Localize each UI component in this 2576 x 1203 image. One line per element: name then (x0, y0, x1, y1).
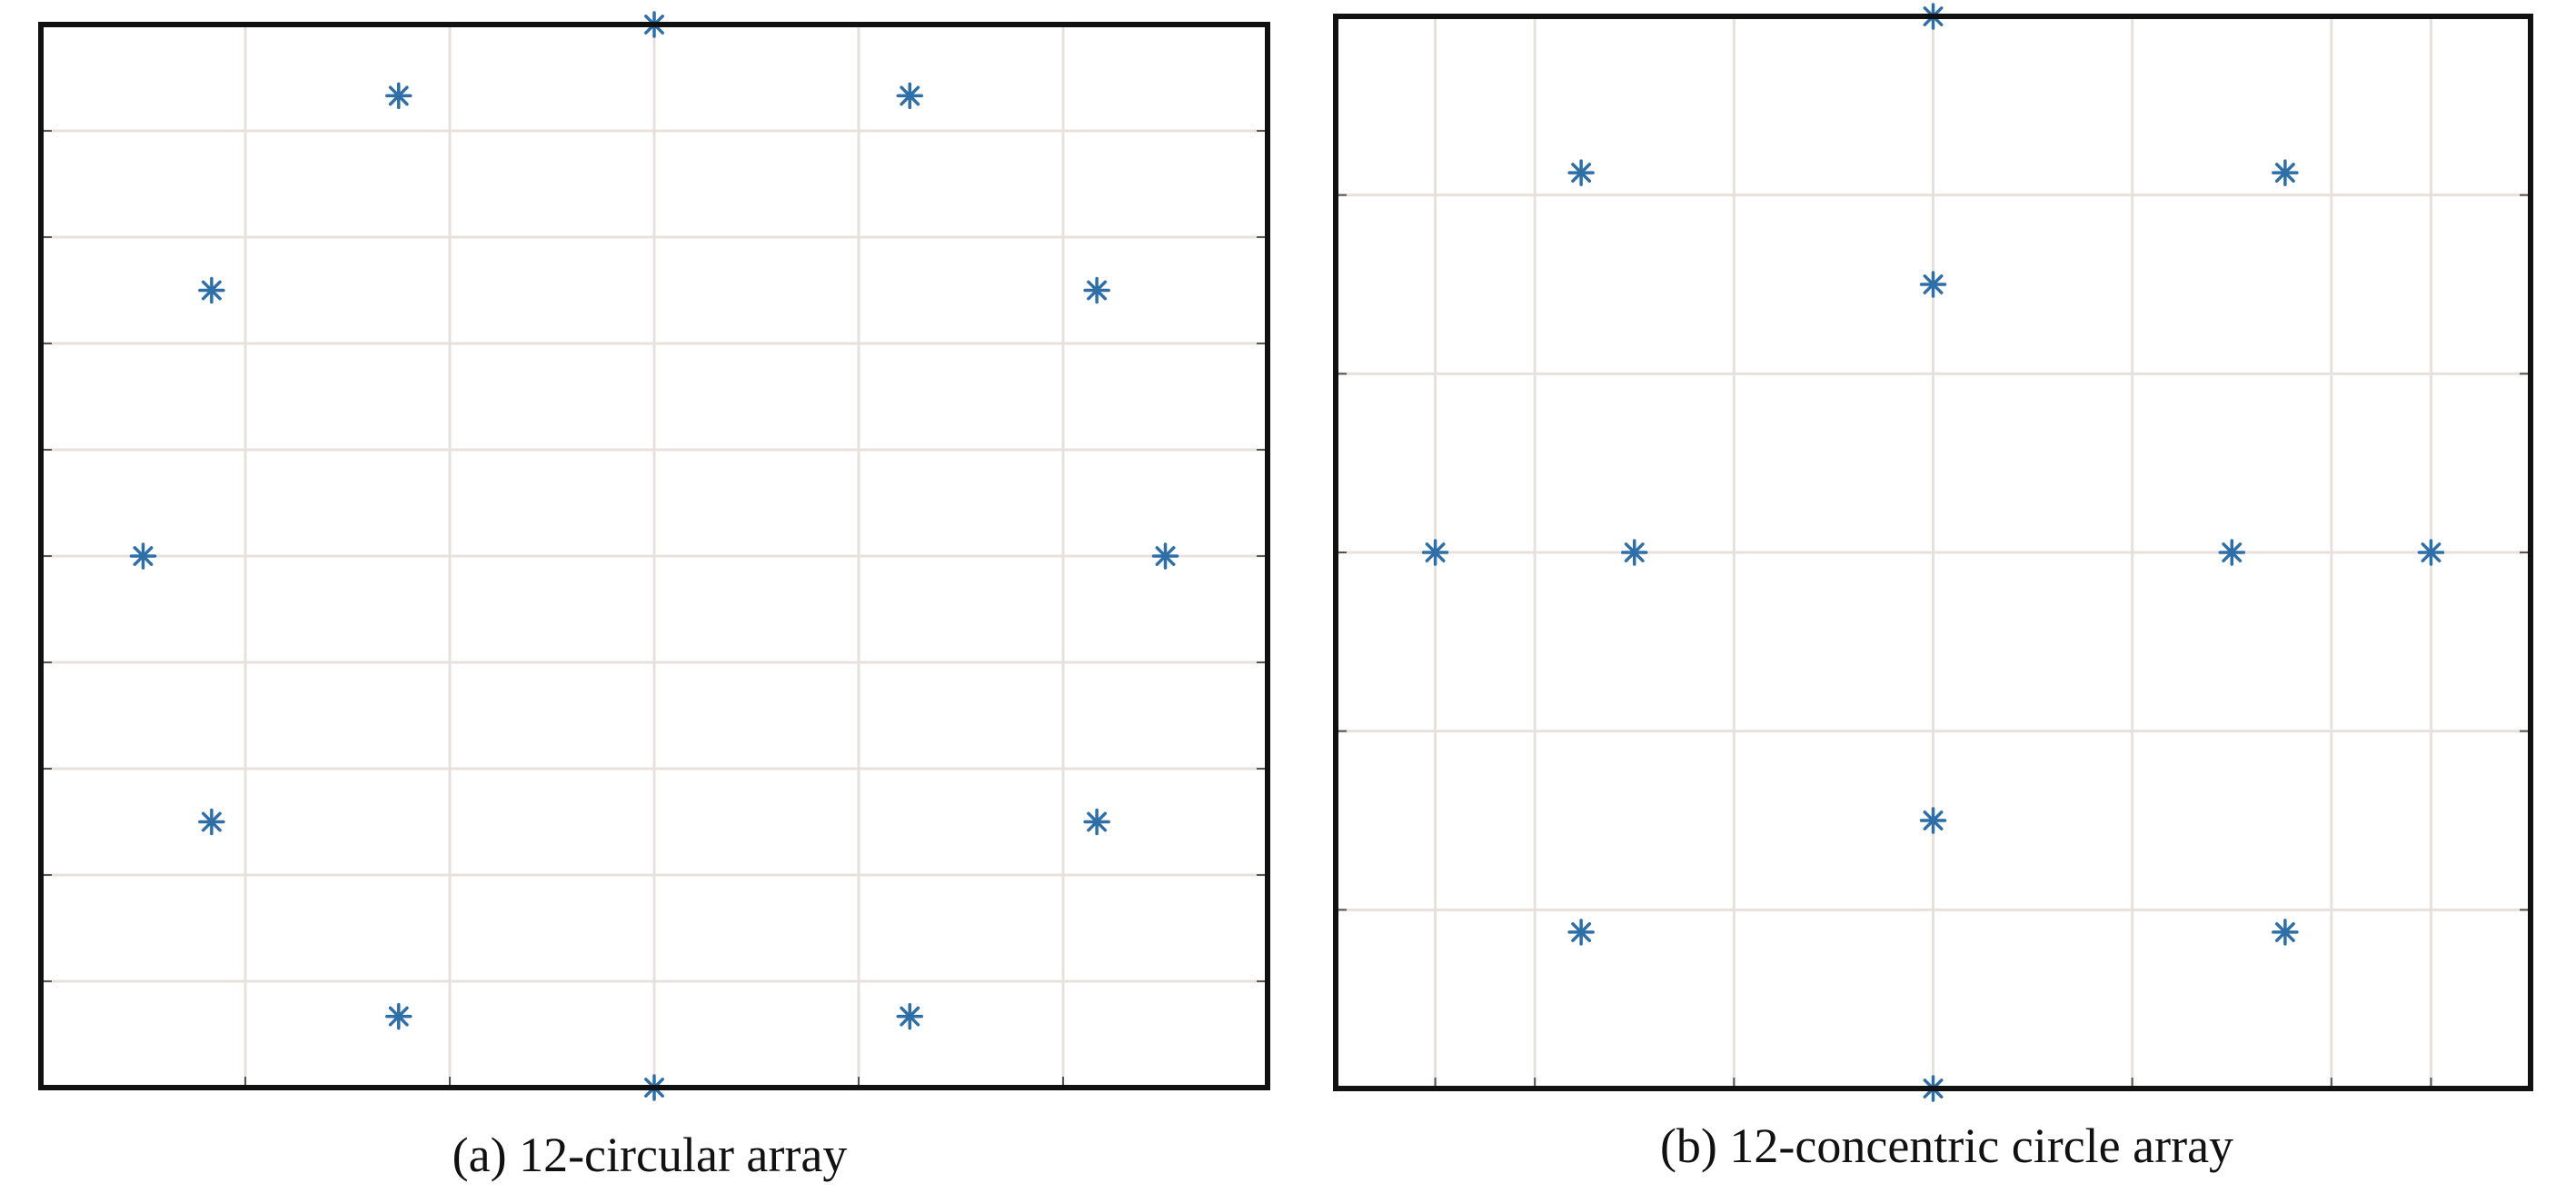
data-point (1151, 542, 1179, 570)
data-point (1083, 276, 1110, 304)
data-point (2272, 919, 2299, 946)
panel-a (38, 11, 1270, 1101)
data-point (1567, 159, 1595, 186)
data-point (385, 82, 413, 110)
chart-b-plot (1333, 3, 2533, 1102)
plot-frame (38, 22, 1270, 1090)
data-point (1421, 539, 1449, 566)
data-point (896, 1002, 923, 1030)
data-point (2417, 539, 2445, 566)
chart-a-plot (38, 11, 1270, 1101)
data-point (198, 276, 225, 304)
data-point (1567, 919, 1595, 946)
data-point (2272, 159, 2299, 186)
data-point (2218, 539, 2245, 566)
data-point (129, 542, 157, 570)
plot-frame (1333, 14, 2533, 1091)
data-point (896, 82, 923, 110)
data-point (1919, 807, 1947, 834)
panel-b (1318, 0, 2576, 1203)
data-point (1919, 271, 1947, 298)
data-point (1083, 808, 1110, 836)
data-point (1621, 539, 1648, 566)
caption-b: (b) 12-concentric circle array (1659, 1118, 2234, 1173)
data-point (385, 1002, 413, 1030)
caption-a: (a) 12-circular array (452, 1128, 848, 1182)
data-point (198, 808, 225, 836)
